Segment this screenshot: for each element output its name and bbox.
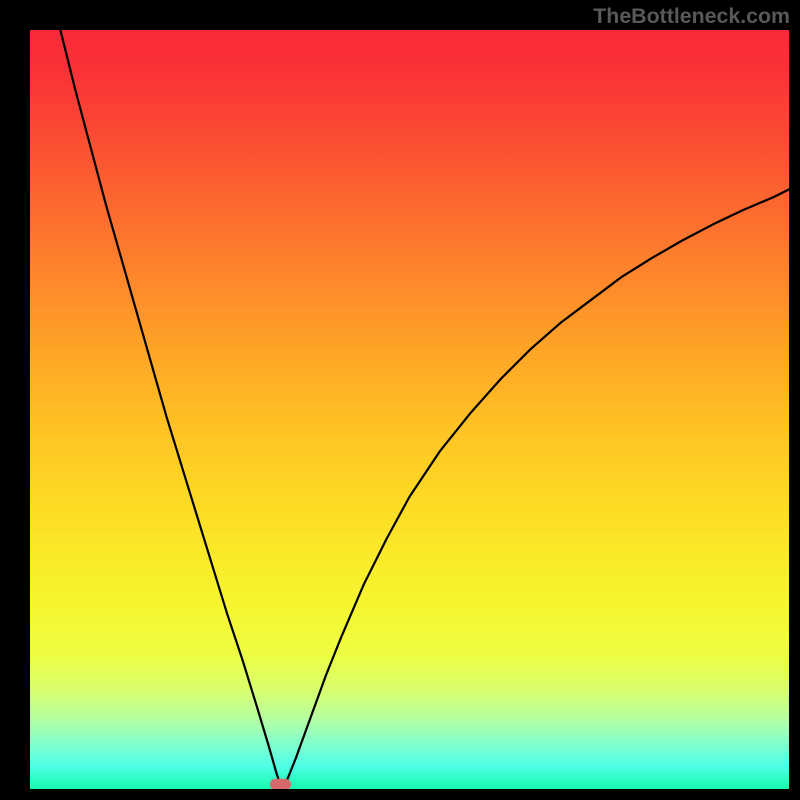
chart-container: TheBottleneck.com [0,0,800,800]
plot-area [30,30,789,789]
optimal-point-marker [270,779,291,789]
bottleneck-curve-chart [30,30,789,789]
source-watermark: TheBottleneck.com [593,4,790,29]
gradient-background [30,30,789,789]
